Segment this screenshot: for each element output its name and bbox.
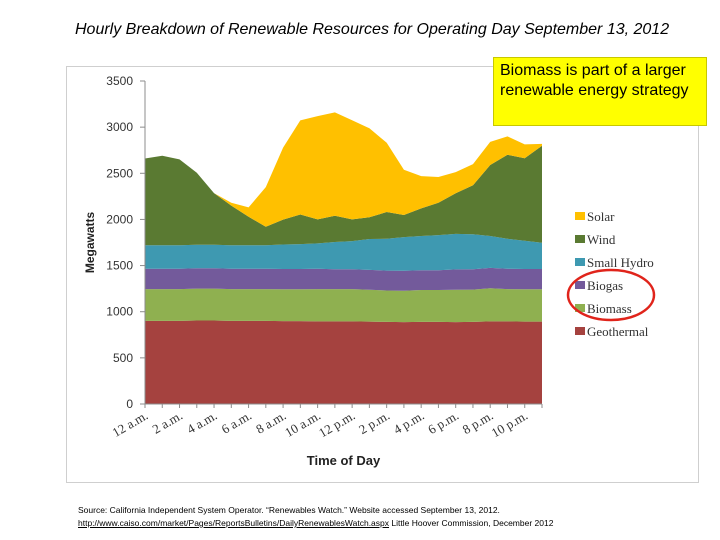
legend-swatch-biogas bbox=[575, 281, 585, 289]
area-solar bbox=[145, 112, 542, 227]
source-text: Source: California Independent System Op… bbox=[78, 505, 500, 515]
legend-label-geothermal: Geothermal bbox=[587, 324, 649, 339]
x-tick-label: 12 p.m. bbox=[316, 408, 358, 441]
area-biogas bbox=[145, 267, 542, 291]
legend-swatch-biomass bbox=[575, 304, 585, 312]
source-credit: Little Hoover Commission, December 2012 bbox=[391, 518, 554, 528]
legend-label-biogas: Biogas bbox=[587, 278, 623, 293]
x-tick-label: 4 p.m. bbox=[391, 408, 427, 437]
x-axis: 12 a.m. 2 a.m. 4 a.m. 6 a.m. 8 a.m.10 a.m.12… bbox=[110, 403, 543, 468]
biomass-highlight-circle bbox=[566, 268, 656, 322]
x-tick-label: 2 p.m. bbox=[356, 408, 392, 437]
legend: Solar Wind Small Hydro Biogas Biomass Geother… bbox=[575, 209, 654, 339]
x-tick-label: 6 p.m. bbox=[425, 408, 461, 437]
y-tick-label: 1000 bbox=[106, 305, 133, 319]
source-line: http://www.caiso.com/market/Pages/Report… bbox=[78, 517, 708, 530]
source-note: Source: California Independent System Op… bbox=[78, 504, 708, 530]
y-tick-label: 2500 bbox=[106, 166, 133, 180]
stacked-area-chart: 0 500 1000 1500 2000 2500 3000 3500 Megawatts 12… bbox=[83, 74, 656, 468]
y-tick-label: 3500 bbox=[106, 74, 133, 88]
chart-title: Hourly Breakdown of Renewable Resources … bbox=[75, 21, 670, 38]
x-tick-label: 12 a.m. bbox=[110, 408, 151, 440]
area-geothermal bbox=[145, 320, 542, 404]
legend-swatch-geothermal bbox=[575, 327, 585, 335]
x-tick-label: 10 p.m. bbox=[489, 408, 531, 441]
legend-label-small-hydro: Small Hydro bbox=[587, 255, 654, 270]
x-tick-label: 8 a.m. bbox=[253, 408, 288, 437]
chart-frame: 0 500 1000 1500 2000 2500 3000 3500 Megawatts 12… bbox=[66, 66, 699, 483]
x-tick-label: 2 a.m. bbox=[150, 408, 185, 437]
legend-label-wind: Wind bbox=[587, 232, 616, 247]
legend-label-solar: Solar bbox=[587, 209, 615, 224]
y-tick-label: 3000 bbox=[106, 120, 133, 134]
x-tick-label: 4 a.m. bbox=[184, 408, 219, 437]
y-axis-title: Megawatts bbox=[83, 212, 97, 274]
callout-box: Biomass is part of a larger renewable en… bbox=[493, 57, 707, 126]
y-tick-label: 500 bbox=[113, 351, 133, 365]
y-tick-label: 0 bbox=[126, 397, 133, 411]
y-axis: 0 500 1000 1500 2000 2500 3000 3500 Megawatts bbox=[83, 74, 146, 411]
area-small-hydro bbox=[145, 233, 542, 271]
source-link[interactable]: http://www.caiso.com/market/Pages/Report… bbox=[78, 518, 390, 528]
y-tick-label: 1500 bbox=[106, 259, 133, 273]
legend-swatch-small-hydro bbox=[575, 258, 585, 266]
area-biomass bbox=[145, 288, 542, 323]
x-tick-label: 8 p.m. bbox=[460, 408, 496, 437]
legend-swatch-solar bbox=[575, 212, 585, 220]
legend-label-biomass: Biomass bbox=[587, 301, 632, 316]
area-layer bbox=[145, 112, 542, 404]
y-tick-label: 2000 bbox=[106, 212, 133, 226]
legend-swatch-wind bbox=[575, 235, 585, 243]
x-axis-title: Time of Day bbox=[307, 453, 381, 468]
area-wind bbox=[145, 145, 542, 246]
x-tick-label: 10 a.m. bbox=[282, 408, 323, 440]
x-tick-label: 6 a.m. bbox=[219, 408, 254, 437]
